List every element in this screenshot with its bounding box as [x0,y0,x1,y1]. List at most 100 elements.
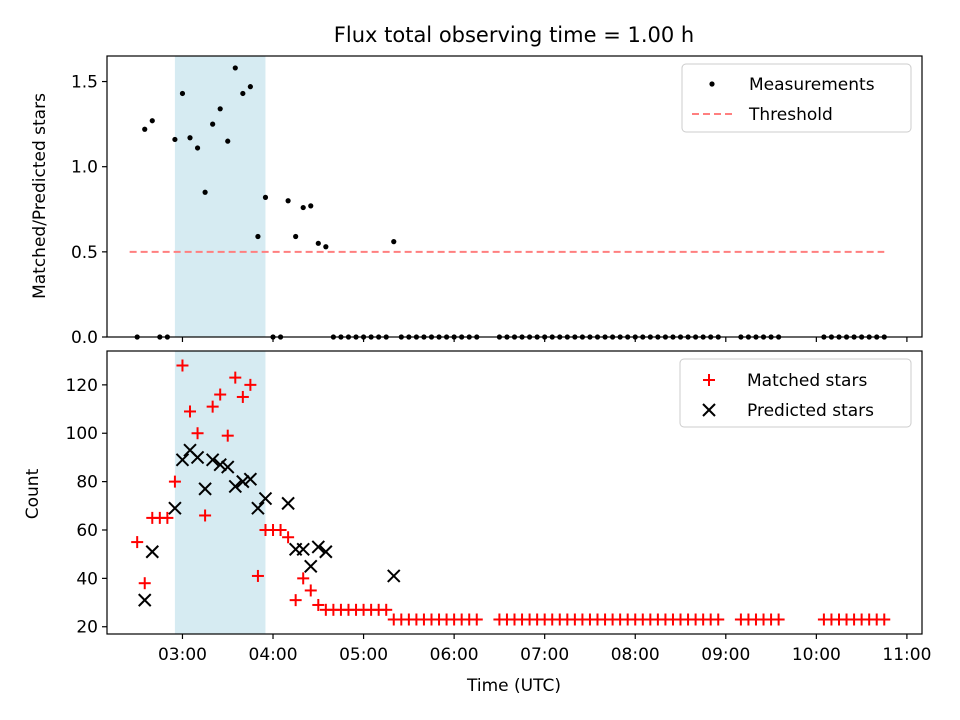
bottom-matched-stars-point [380,603,393,616]
bottom-matched-stars-point [251,569,264,582]
bottom-predicted-stars-point [243,472,258,486]
top-measurements-point [300,204,306,211]
bottom-x-tick-label: 08:00 [611,645,660,665]
bottom-predicted-stars-point [221,460,235,474]
bottom-y-axis-label: Count [23,468,43,519]
bottom-y-tick-label: 120 [66,376,98,396]
bottom-axis-ticks: 20 40 60 80 100 120 03:00 04:00 05:00 06:00 07:00 0… [66,376,932,665]
top-measurements-point [172,136,178,143]
bottom-predicted-stars-point [296,542,310,557]
bottom-matched-stars-point [131,536,144,549]
top-measurements-point [202,189,208,195]
top-y-axis-label: Matched/Predicted stars [30,93,50,299]
legend-measurements-label: Measurements [749,75,875,95]
bottom-matched-stars-point [304,584,317,597]
bottom-matched-stars-point [138,577,151,590]
top-legend-box [681,63,912,133]
bottom-legend-box [679,358,912,428]
bottom-matched-stars-point [191,427,204,440]
bottom-matched-stars-point [176,359,189,372]
top-measurements-point [247,84,253,90]
bottom-matched-stars-point [282,531,295,544]
bottom-y-tick-label: 60 [76,521,98,541]
x-axis-label: Time (UTC) [466,676,561,696]
bottom-matched-stars-point [229,371,242,384]
bottom-predicted-stars-point [145,545,159,559]
legend-matched-label: Matched stars [747,371,867,391]
top-measurements-point [187,135,193,141]
bottom-matched-stars-point [297,572,310,585]
top-measurements-point [210,121,216,127]
bottom-x-tick-label: 04:00 [249,645,298,665]
bottom-predicted-stars-point [168,501,182,515]
top-measurements-point [285,198,291,204]
top-measurements-point [142,126,148,132]
legend-predicted-label: Predicted stars [747,401,874,421]
bottom-y-tick-label: 40 [76,569,98,589]
bottom-predicted-stars-point [281,496,295,511]
top-measurements-point [179,90,186,97]
bottom-matched-stars-point [312,598,325,611]
bottom-y-tick-label: 100 [66,424,98,444]
bottom-predicted-stars-point [319,545,333,559]
top-measurements-point [323,244,329,250]
bottom-legend: Matched stars Predicted stars [679,358,912,428]
bottom-matched-stars-point [206,400,219,413]
top-panel: 0.0 0.5 1.0 1.5 Flux total observing time =… [30,23,923,348]
top-measurements-point [308,203,314,209]
bottom-x-tick-label: 05:00 [339,645,388,665]
bottom-matched-stars-point [184,405,197,418]
bottom-y-tick-label: 20 [76,618,98,638]
top-measurements-point [225,138,231,144]
bottom-matched-stars-point [289,594,302,607]
bottom-predicted-stars-point [228,479,242,494]
bottom-matched-stars-point [878,613,891,626]
bottom-predicted-stars-point [251,501,265,515]
bottom-matched-stars-point [214,388,227,401]
bottom-predicted-stars-point [258,491,273,506]
top-measurements-point [293,233,299,240]
bottom-matched-stars-point [236,390,249,403]
top-y-tick-label: 1.0 [71,158,98,178]
bottom-x-tick-label: 07:00 [520,645,569,665]
bottom-y-tick-label: 80 [76,473,98,493]
bottom-matched-stars-point [470,613,483,626]
top-measurements-point [262,194,269,200]
chart-title: Flux total observing time = 1.00 h [334,23,694,47]
bottom-predicted-stars-point [304,559,318,573]
bottom-matched-stars-point [168,475,181,488]
bottom-predicted-stars-point [311,540,326,554]
top-measurements-point [315,240,321,246]
bottom-x-tick-label: 11:00 [882,645,931,665]
bottom-predicted-stars-point [175,453,190,467]
legend-matched-marker [703,374,715,386]
legend-measurements-marker [709,81,715,87]
bottom-matched-stars-point [161,511,174,524]
bottom-predicted-stars-point [213,457,227,472]
bottom-matched-stars-point [199,509,212,522]
top-measurements-point [149,118,155,124]
bottom-predicted-stars-point [198,482,212,496]
bottom-predicted-stars-point [138,593,152,607]
bottom-predicted-stars-point [190,450,205,465]
top-axes-frame [106,55,923,338]
bottom-predicted-stars-point [205,453,220,467]
legend-threshold-label: Threshold [748,105,833,125]
top-y-tick-label: 0.0 [71,328,98,348]
bottom-data-marks [131,359,891,626]
top-measurements-point [240,90,246,97]
top-y-tick-label: 0.5 [71,243,98,263]
bottom-matched-stars-point [712,613,725,626]
bottom-matched-stars-point [274,523,287,536]
top-measurements-point [232,65,238,71]
bottom-x-tick-label: 10:00 [792,645,841,665]
top-axis-ticks: 0.0 0.5 1.0 1.5 [71,73,908,348]
bottom-predicted-stars-point [236,474,250,489]
bottom-x-tick-label: 09:00 [701,645,750,665]
bottom-matched-stars-point [244,378,257,391]
top-legend: Measurements Threshold [681,63,912,133]
top-measurements-point [255,233,261,240]
bottom-matched-stars-point [221,429,234,442]
bottom-x-tick-label: 06:00 [430,645,479,665]
